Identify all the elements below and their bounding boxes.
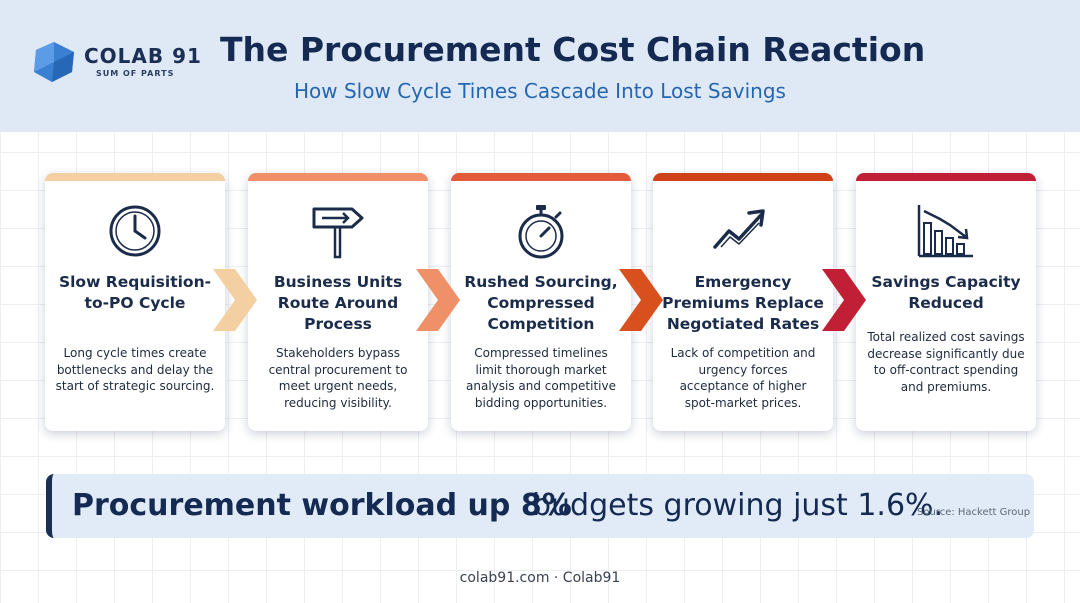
page-subtitle: How Slow Cycle Times Cascade Into Lost S…: [294, 79, 786, 103]
step-1-title: Slow Requisition-to-PO Cycle: [58, 273, 212, 312]
step-1-description: Long cycle times create bottlenecks and …: [55, 346, 215, 393]
step-5-title: Savings Capacity Reduced: [871, 273, 1021, 312]
trend-up-icon: [713, 209, 765, 249]
step-3-title: Rushed Sourcing, Compressed Competition: [464, 273, 618, 333]
step-2-title: Business Units Route Around Process: [273, 273, 403, 333]
step-card-3: Rushed Sourcing, Compressed Competition …: [451, 173, 631, 431]
step-3-description: Compressed timelines limit thorough mark…: [466, 346, 616, 410]
flow-arrow-1-icon: [213, 269, 257, 331]
step-card-1: Slow Requisition-to-PO Cycle Long cycle …: [45, 173, 225, 431]
stat-source: Source: Hackett Group: [917, 507, 1031, 518]
step-4-title: Emergency Premiums Replace Negotiated Ra…: [662, 273, 824, 333]
flow-arrow-4-icon: [822, 269, 866, 331]
flow-arrow-3-icon: [619, 269, 663, 331]
step-5-description: Total realized cost savings decrease sig…: [867, 330, 1025, 394]
clock-icon: [109, 205, 161, 257]
brand-logo[interactable]: COLAB 91 SUM OF PARTS: [32, 38, 212, 88]
signpost-icon: [312, 207, 364, 259]
stat-highlight: Procurement workload up 8%: [72, 488, 572, 523]
colab-logo-icon: [34, 42, 74, 82]
step-card-5: Savings Capacity Reduced Total realized …: [856, 173, 1036, 431]
stat-callout: Procurement workload up 8% budgets growi…: [46, 474, 1034, 538]
step-card-4: Emergency Premiums Replace Negotiated Ra…: [653, 173, 833, 431]
step-card-2: Business Units Route Around Process Stak…: [248, 173, 428, 431]
header-band: COLAB 91 SUM OF PARTS The Procurement Co…: [0, 0, 1080, 132]
brand-tagline: SUM OF PARTS: [96, 69, 175, 78]
stopwatch-icon: [518, 205, 564, 259]
flow-arrow-2-icon: [416, 269, 460, 331]
footer-link[interactable]: colab91.com · Colab91: [459, 570, 621, 586]
stat-rest: budgets growing just 1.6%.: [532, 488, 944, 523]
step-2-description: Stakeholders bypass central procurement …: [268, 346, 408, 410]
step-1-accent-bar: [45, 173, 225, 181]
step-4-description: Lack of competition and urgency forces a…: [670, 346, 816, 410]
step-2-accent-bar: [248, 173, 428, 181]
brand-name: COLAB 91: [84, 44, 202, 68]
bar-chart-down-icon: [917, 205, 973, 258]
step-3-accent-bar: [451, 173, 631, 181]
step-4-accent-bar: [653, 173, 833, 181]
step-5-accent-bar: [856, 173, 1036, 181]
page-title: The Procurement Cost Chain Reaction: [220, 30, 926, 69]
